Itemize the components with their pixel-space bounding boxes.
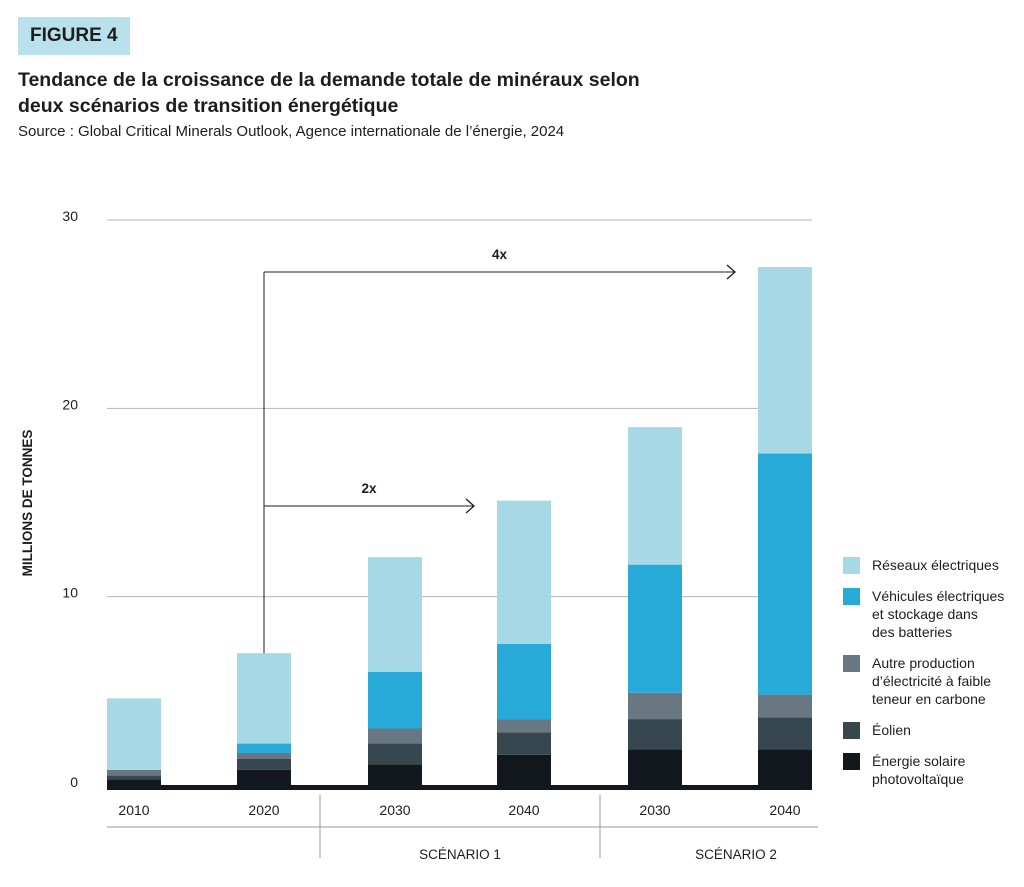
legend-item: Énergie solaire photovoltaïque — [843, 752, 1023, 788]
bar-segment — [758, 267, 812, 454]
x-tick-label: 2030 — [639, 802, 670, 818]
x-tick-label: 2010 — [118, 802, 149, 818]
figure-label: FIGURE 4 — [18, 17, 130, 55]
bar-segment — [237, 758, 291, 770]
x-tick-label: 2030 — [379, 802, 410, 818]
bar-segment — [368, 764, 422, 785]
bar-segment — [758, 694, 812, 718]
bar-segment — [497, 719, 551, 733]
bar-segment — [107, 775, 161, 780]
bar-segment — [628, 749, 682, 785]
legend-swatch — [843, 655, 860, 672]
bar-segment — [237, 653, 291, 744]
legend-label: Autre production d’électricité à faible … — [872, 655, 992, 707]
bar-segment — [497, 754, 551, 785]
chart-legend: Réseaux électriques Véhicules électriques… — [843, 556, 1023, 801]
bar-segment — [237, 752, 291, 759]
bar-segment — [368, 743, 422, 765]
legend-label: Véhicules électriques et stockage dans d… — [872, 588, 1005, 640]
x-group-label: SCÉNARIO 2 — [695, 847, 777, 862]
x-tick-label: 2020 — [248, 802, 279, 818]
bar-segment — [107, 769, 161, 776]
legend-swatch — [843, 557, 860, 574]
legend-swatch — [843, 753, 860, 770]
legend-label: Éolien — [872, 722, 911, 738]
bar-segment — [628, 564, 682, 693]
x-tick-label: 2040 — [508, 802, 539, 818]
legend-label: Réseaux électriques — [872, 557, 999, 573]
legend-swatch — [843, 588, 860, 605]
bar-segment — [368, 557, 422, 672]
bar-segment — [497, 732, 551, 755]
legend-item: Réseaux électriques — [843, 556, 1023, 574]
baseline — [107, 785, 812, 790]
y-axis-title: MILLIONS DE TONNES — [20, 430, 35, 577]
bar-segment — [368, 728, 422, 744]
x-group-label: SCÉNARIO 1 — [419, 847, 501, 862]
bar-segment — [237, 769, 291, 785]
chart-title-line-1: Tendance de la croissance de la demande … — [18, 69, 640, 91]
bar-segment — [758, 749, 812, 785]
chart-source: Source : Global Critical Minerals Outloo… — [18, 123, 565, 140]
annotation-arrowhead — [465, 498, 475, 514]
annotation-arrowhead — [726, 264, 736, 280]
y-tick-label: 0 — [70, 774, 78, 790]
x-tick-label: 2040 — [769, 802, 800, 818]
annotation-label: 4x — [492, 247, 508, 262]
bar-segment — [107, 698, 161, 770]
legend-item: Éolien — [843, 721, 1023, 739]
bar-segment — [237, 743, 291, 753]
annotation-label: 2x — [361, 481, 377, 496]
bar-segment — [368, 672, 422, 729]
bar-segment — [758, 717, 812, 750]
bar-segment — [107, 779, 161, 785]
chart-title-line-2: deux scénarios de transition énergétique — [18, 95, 399, 117]
bar-segment — [758, 453, 812, 695]
bar-segment — [497, 500, 551, 644]
legend-item: Autre production d’électricité à faible … — [843, 654, 1023, 708]
bar-segment — [628, 427, 682, 565]
chart-title: Tendance de la croissance de la demande … — [18, 67, 718, 119]
y-tick-label: 30 — [62, 208, 78, 224]
legend-item: Véhicules électriques et stockage dans d… — [843, 587, 1023, 641]
bar-segment — [497, 643, 551, 720]
bar-segment — [628, 692, 682, 720]
y-tick-label: 20 — [62, 396, 78, 412]
legend-label: Énergie solaire photovoltaïque — [872, 753, 966, 787]
y-tick-label: 10 — [62, 585, 78, 601]
legend-swatch — [843, 722, 860, 739]
bar-segment — [628, 719, 682, 750]
